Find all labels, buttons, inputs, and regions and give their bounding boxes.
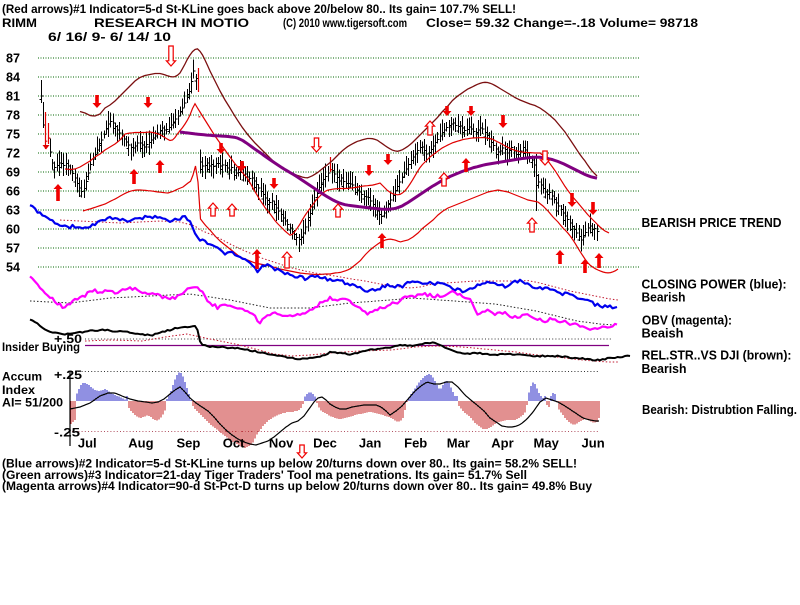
svg-text:CLOSING POWER (blue):: CLOSING POWER (blue): xyxy=(642,277,787,292)
svg-text:RESEARCH IN MOTIO: RESEARCH IN MOTIO xyxy=(94,16,249,30)
svg-text:OBV (magenta):: OBV (magenta): xyxy=(642,313,732,328)
svg-text:Bearish: Bearish xyxy=(642,290,686,305)
svg-text:60: 60 xyxy=(6,222,20,237)
svg-text:Beaish: Beaish xyxy=(642,326,684,341)
svg-text:-.25: -.25 xyxy=(54,426,80,440)
svg-text:66: 66 xyxy=(6,184,20,199)
svg-text:Jul: Jul xyxy=(78,436,97,451)
svg-text:Jan: Jan xyxy=(359,436,381,451)
svg-text:Bearish: Bearish xyxy=(642,361,687,376)
svg-text:Feb: Feb xyxy=(404,436,427,451)
svg-text:RIMM: RIMM xyxy=(2,16,37,30)
svg-text:54: 54 xyxy=(6,260,21,275)
svg-text:Mar: Mar xyxy=(447,436,470,451)
svg-text:81: 81 xyxy=(6,88,20,103)
svg-text:57: 57 xyxy=(6,241,20,256)
svg-text:May: May xyxy=(534,436,560,451)
svg-text:Nov: Nov xyxy=(269,436,294,451)
svg-text:Apr: Apr xyxy=(491,436,513,451)
svg-text:72: 72 xyxy=(6,146,20,161)
svg-text:(Magenta arrows)#4 Indicator=9: (Magenta arrows)#4 Indicator=90-d St-Pct… xyxy=(2,479,592,493)
svg-text:Jun: Jun xyxy=(582,436,605,451)
svg-text:84: 84 xyxy=(6,69,21,84)
svg-text:Index: Index xyxy=(2,383,35,397)
svg-text:REL.STR..VS DJI (brown):: REL.STR..VS DJI (brown): xyxy=(642,348,792,363)
svg-text:Accum: Accum xyxy=(2,370,42,384)
svg-text:AI= 51/200: AI= 51/200 xyxy=(2,396,63,410)
svg-text:(Blue arrows)#2 Indicator=5-d: (Blue arrows)#2 Indicator=5-d St-KLine t… xyxy=(2,457,577,471)
svg-text:+.25: +.25 xyxy=(54,368,82,382)
svg-text:(Red arrows)#1 Indicator=5-d S: (Red arrows)#1 Indicator=5-d St-KLine go… xyxy=(2,2,516,16)
svg-text:69: 69 xyxy=(6,165,20,180)
svg-text:6/ 16/ 9- 6/ 14/ 10: 6/ 16/ 9- 6/ 14/ 10 xyxy=(48,30,171,44)
svg-text:Oct: Oct xyxy=(223,436,245,451)
svg-text:(C) 2010 www.tigersoft.com: (C) 2010 www.tigersoft.com xyxy=(283,16,407,30)
svg-text:Aug: Aug xyxy=(128,436,153,451)
svg-text:(Green arrows)#3 Indicator=21-: (Green arrows)#3 Indicator=21-day Tiger … xyxy=(2,468,527,482)
svg-text:75: 75 xyxy=(6,126,20,141)
svg-text:Close= 59.32 Change=-.18 Vol: Close= 59.32 Change=-.18 Volume= 98718 xyxy=(426,16,698,30)
svg-text:87: 87 xyxy=(6,50,20,65)
svg-text:Bearish: Distrubtion Falling.: Bearish: Distrubtion Falling. xyxy=(642,402,797,417)
svg-text:Insider Buying: Insider Buying xyxy=(2,340,80,354)
svg-text:Dec: Dec xyxy=(313,436,337,451)
svg-text:78: 78 xyxy=(6,107,20,122)
svg-text:Sep: Sep xyxy=(176,436,200,451)
svg-text:BEARISH PRICE TREND: BEARISH PRICE TREND xyxy=(642,215,782,230)
svg-text:63: 63 xyxy=(6,203,20,218)
svg-text:+.50: +.50 xyxy=(54,332,82,346)
